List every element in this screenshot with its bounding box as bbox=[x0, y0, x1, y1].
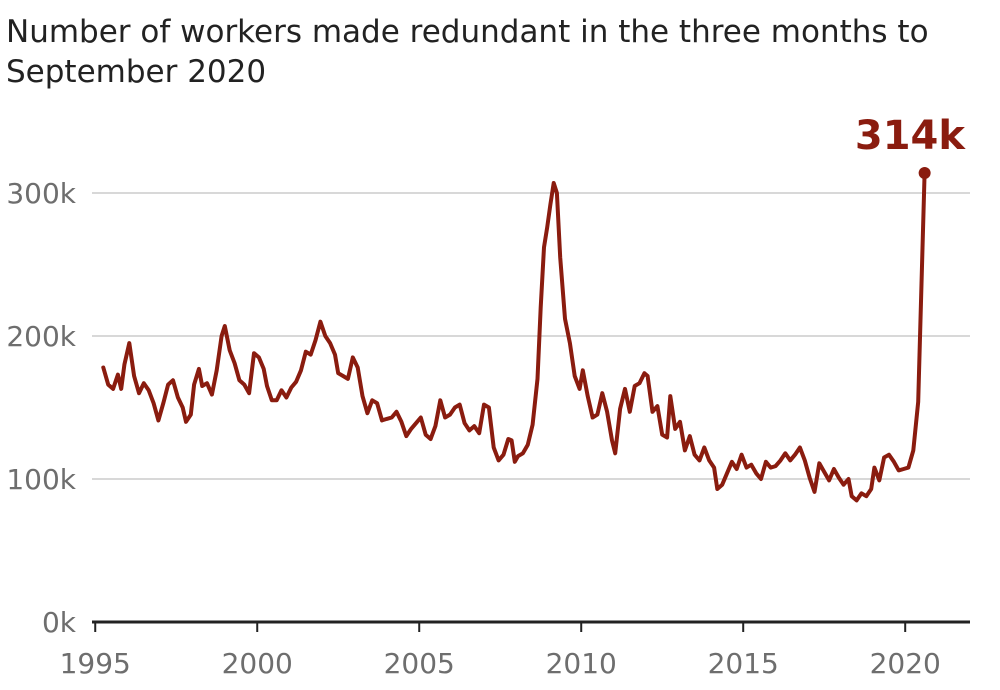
y-tick-label-200k: 200k bbox=[6, 320, 76, 353]
y-tick-label-100k: 100k bbox=[6, 463, 76, 496]
x-tick-label-2005: 2005 bbox=[384, 647, 455, 680]
redundancies-series-line bbox=[101, 171, 927, 503]
x-tick-label-2015: 2015 bbox=[708, 647, 779, 680]
y-tick-label-0k: 0k bbox=[42, 606, 77, 639]
y-tick-label-300k: 300k bbox=[6, 177, 76, 210]
x-tick-label-2010: 2010 bbox=[546, 647, 617, 680]
x-tick-label-2020: 2020 bbox=[870, 647, 941, 680]
gridlines bbox=[92, 192, 970, 624]
chart-title: Number of workers made redundant in the … bbox=[6, 14, 929, 90]
x-axis-tick-labels: 1995 2000 2005 2010 2015 2020 bbox=[60, 622, 941, 680]
latest-value-marker bbox=[918, 166, 931, 179]
x-tick-label-2000: 2000 bbox=[222, 647, 293, 680]
y-axis-tick-labels: 0k 100k 200k 300k bbox=[6, 177, 76, 639]
x-tick-label-1995: 1995 bbox=[60, 647, 131, 680]
latest-value-label: 314k bbox=[855, 113, 966, 159]
